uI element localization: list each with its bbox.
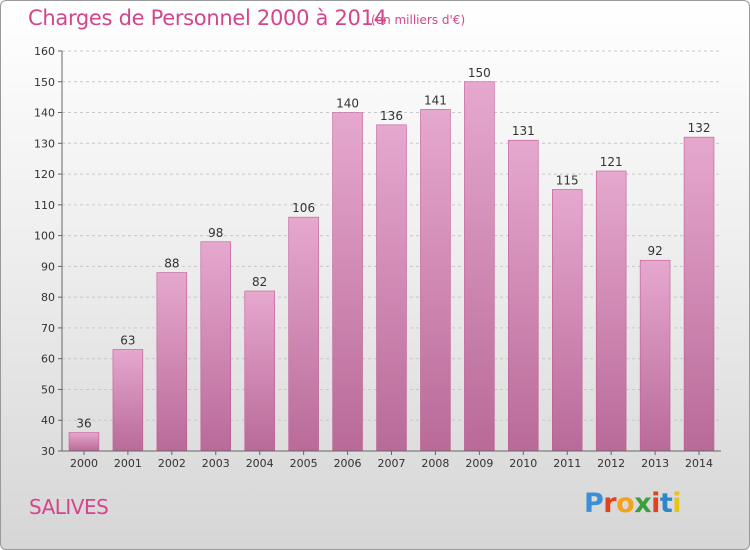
y-tick-label: 140 [34,107,55,120]
logo-letter: i [672,488,682,519]
value-label-2014: 132 [688,121,711,135]
value-label-2003: 98 [208,226,223,240]
bar-2002 [156,272,188,452]
x-tick-label-2005: 2005 [290,457,318,470]
y-tick-label: 120 [34,168,55,181]
x-tick-label-2008: 2008 [421,457,449,470]
bar-2009 [464,81,495,452]
bar-2006 [332,112,363,452]
commune-name: SALIVES [29,495,109,519]
y-tick-label: 40 [41,414,55,427]
y-tick-label: 100 [34,230,55,243]
value-label-2000: 36 [76,417,91,431]
y-tick-label: 60 [41,353,55,366]
x-tick-label-2000: 2000 [70,457,98,470]
logo-letter: i [651,488,660,519]
bar-2011 [551,189,583,452]
bar-2000 [68,432,100,452]
value-label-2013: 92 [647,244,662,258]
value-label-2002: 88 [164,257,179,271]
chart-title: Charges de Personnel 2000 à 2014 [28,6,387,30]
value-label-2001: 63 [120,333,135,347]
logo-letter: P [584,488,604,519]
bar-2007 [376,124,407,452]
logo-letter: o [616,488,635,519]
y-tick-label: 80 [41,291,55,304]
y-tick-label: 90 [41,260,55,273]
y-tick-label: 70 [41,322,55,335]
y-tick-label: 130 [34,137,55,150]
bar-2003 [200,241,232,452]
bar-2005 [288,216,319,452]
value-label-2008: 141 [424,93,447,107]
logo-letter: r [603,488,617,519]
bar-2010 [508,139,539,452]
y-tick-label: 30 [41,445,55,458]
x-tick-label-2009: 2009 [465,457,493,470]
value-label-2007: 136 [380,109,403,123]
value-label-2005: 106 [292,201,315,215]
labels: 30 40 50 60 70 80 90 100 110 120 130 140 150 160 36 200… [34,45,713,470]
value-label-2009: 150 [468,66,491,80]
y-tick-label: 50 [41,383,55,396]
value-label-2006: 140 [336,97,359,111]
x-tick-label-2006: 2006 [334,457,362,470]
x-tick-label-2003: 2003 [202,457,230,470]
bar-2004 [244,290,275,452]
x-tick-label-2014: 2014 [685,457,713,470]
y-tick-label: 110 [34,199,55,212]
x-tick-label-2012: 2012 [597,457,625,470]
x-tick-label-2004: 2004 [246,457,274,470]
bars [68,81,715,452]
bar-2014 [683,136,715,452]
x-tick-label-2001: 2001 [114,457,142,470]
value-label-2011: 115 [556,173,579,187]
x-tick-label-2010: 2010 [509,457,537,470]
bar-2013 [639,259,671,452]
proxiti-logo: Proxiti [584,488,682,519]
logo-letter: x [634,488,652,519]
x-tick-label-2013: 2013 [641,457,669,470]
y-tick-label: 160 [34,45,55,58]
x-tick-label-2002: 2002 [158,457,186,470]
y-tick-label: 150 [34,76,55,89]
logo-letter: t [659,488,673,519]
bar-2008 [420,109,451,452]
bar-2012 [595,170,627,452]
value-label-2010: 131 [512,124,535,138]
x-tick-label-2007: 2007 [378,457,406,470]
value-label-2004: 82 [252,275,267,289]
bar-2001 [112,349,144,452]
chart-unit: (en milliers d'€) [371,13,466,27]
x-tick-label-2011: 2011 [553,457,581,470]
value-label-2012: 121 [600,155,623,169]
axes [58,50,721,455]
